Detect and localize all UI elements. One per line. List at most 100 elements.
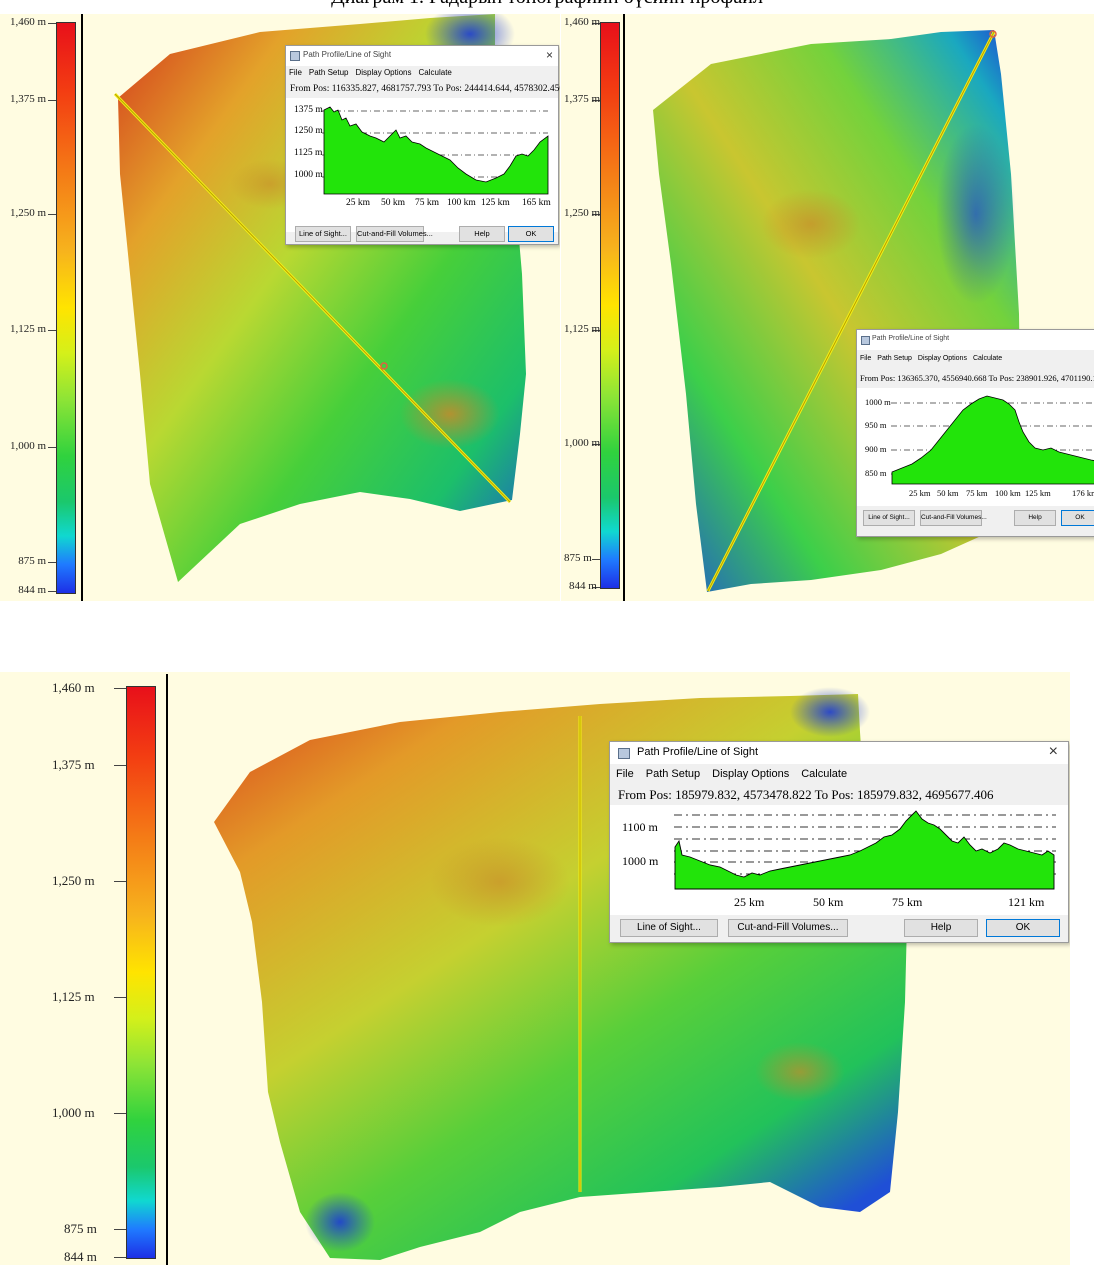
menu-file[interactable]: File: [289, 68, 302, 77]
elevation-label: 844 m: [64, 1249, 97, 1264]
y-axis-label: 1100 m: [622, 820, 658, 834]
x-axis-label: 176 km: [1072, 488, 1094, 498]
close-icon[interactable]: ×: [545, 48, 553, 62]
profile-plot: 1375 m 1250 m 1125 m 1000 m 25 km 50 km …: [286, 98, 558, 232]
menu-path-setup[interactable]: Path Setup: [877, 355, 912, 362]
from-to-position: From Pos: 185979.832, 4573478.822 To Pos…: [618, 787, 994, 802]
elevation-label: 1,460 m: [564, 16, 601, 28]
x-axis-label: 75 km: [966, 488, 988, 498]
x-axis-label: 121 km: [1008, 895, 1045, 909]
elevation-label: 844 m: [18, 584, 46, 596]
help-button[interactable]: Help: [904, 919, 978, 937]
x-axis-label: 75 km: [415, 198, 440, 208]
y-axis-label: 950 m: [865, 420, 887, 430]
ok-button[interactable]: OK: [986, 919, 1060, 937]
elevation-profile: [891, 395, 1094, 485]
elevation-label: 1,125 m: [52, 989, 95, 1004]
x-axis-label: 25 km: [346, 198, 371, 208]
y-axis-label: 900 m: [865, 444, 887, 454]
elevation-color-scale: [600, 22, 620, 589]
from-to-position: From Pos: 116335.827, 4681757.793 To Pos…: [290, 84, 560, 94]
map-panel-c: 1,460 m 1,375 m 1,250 m 1,125 m 1,000 m …: [0, 672, 1070, 1265]
elevation-label: 844 m: [569, 580, 597, 592]
y-axis-label: 1250 m: [294, 126, 323, 136]
y-axis-label: 1000 m: [294, 170, 323, 180]
help-button[interactable]: Help: [459, 226, 505, 242]
elevation-label: 1,250 m: [9, 207, 46, 219]
window-icon: [861, 336, 870, 345]
window-icon: [618, 748, 630, 759]
menu-path-setup[interactable]: Path Setup: [308, 68, 349, 77]
elevation-label: 875 m: [564, 552, 592, 564]
elevation-label: 1,460 m: [52, 680, 95, 695]
elevation-label: 875 m: [64, 1221, 97, 1236]
legend-separator: [81, 14, 83, 601]
x-axis-label: 125 km: [481, 198, 510, 208]
y-axis-label: 850 m: [865, 468, 887, 478]
x-axis-label: 50 km: [813, 895, 844, 909]
profile-plot: 1000 m 950 m 900 m 850 m 25 km 50 km 75 …: [857, 388, 1094, 506]
x-axis-label: 100 km: [447, 198, 476, 208]
y-axis-label: 1000 m: [865, 397, 891, 407]
ok-button[interactable]: OK: [1061, 510, 1094, 526]
menu-file[interactable]: File: [616, 768, 634, 780]
map-panel-a: 1,460 m 1,375 m 1,250 m 1,125 m 1,000 m …: [0, 14, 560, 601]
help-button[interactable]: Help: [1014, 510, 1056, 526]
elevation-label: 875 m: [18, 555, 46, 567]
menu-bar: File Path Setup Display Options Calculate: [286, 68, 558, 77]
dialog-title: Path Profile/Line of Sight: [637, 746, 759, 758]
menu-bar: File Path Setup Display Options Calculate: [857, 355, 1094, 362]
ok-button[interactable]: OK: [508, 226, 554, 242]
dialog-titlebar[interactable]: Path Profile/Line of Sight: [857, 330, 1094, 350]
elevation-color-scale: [56, 22, 76, 594]
elevation-profile: [322, 106, 549, 195]
menu-path-setup[interactable]: Path Setup: [645, 768, 701, 780]
menu-display-options[interactable]: Display Options: [355, 68, 412, 77]
menu-calculate[interactable]: Calculate: [801, 768, 848, 780]
menu-calculate[interactable]: Calculate: [418, 68, 452, 77]
menu-calculate[interactable]: Calculate: [972, 355, 1003, 362]
menu-bar: File Path Setup Display Options Calculate: [610, 768, 1068, 780]
y-axis-label: 1375 m: [294, 105, 323, 115]
line-of-sight-button[interactable]: Line of Sight...: [295, 226, 351, 242]
elevation-label: 1,125 m: [564, 323, 601, 335]
menu-display-options[interactable]: Display Options: [917, 355, 967, 362]
elevation-label: 1,375 m: [564, 93, 601, 105]
from-to-position: From Pos: 136365.370, 4556940.668 To Pos…: [860, 373, 1094, 383]
elevation-label: 1,460 m: [9, 16, 46, 28]
window-icon: [290, 51, 300, 61]
elevation-label: 1,375 m: [52, 757, 95, 772]
map-panel-b: 1,460 m 1,375 m 1,250 m 1,125 m 1,000 m …: [561, 14, 1094, 601]
path-profile-dialog[interactable]: Path Profile/Line of Sight × File Path Se…: [285, 45, 560, 245]
x-axis-label: 125 km: [1025, 488, 1051, 498]
elevation-color-scale: [126, 686, 156, 1259]
path-profile-dialog[interactable]: Path Profile/Line of Sight File Path Setu…: [856, 329, 1094, 537]
path-profile-dialog[interactable]: Path Profile/Line of Sight × File Path Se…: [609, 741, 1069, 943]
elevation-label: 1,375 m: [9, 93, 46, 105]
close-icon[interactable]: ×: [1048, 743, 1058, 760]
cut-and-fill-button[interactable]: Cut-and-Fill Volumes...: [920, 510, 987, 526]
x-axis-label: 25 km: [909, 488, 931, 498]
legend-separator: [623, 14, 625, 601]
elevation-profile: [674, 810, 1056, 890]
line-of-sight-button[interactable]: Line of Sight...: [620, 919, 718, 937]
x-axis-label: 50 km: [381, 198, 406, 208]
elevation-label: 1,250 m: [52, 873, 95, 888]
menu-file[interactable]: File: [860, 355, 872, 362]
x-axis-label: 75 km: [892, 895, 923, 909]
elevation-label: 1,000 m: [9, 440, 46, 452]
dialog-title: Path Profile/Line of Sight: [872, 335, 950, 342]
elevation-label: 1,250 m: [564, 207, 601, 219]
line-of-sight-button[interactable]: Line of Sight...: [863, 510, 915, 526]
dialog-title: Path Profile/Line of Sight: [303, 50, 392, 59]
cut-and-fill-button[interactable]: Cut-and-Fill Volumes...: [356, 226, 433, 242]
elevation-label: 1,000 m: [52, 1105, 95, 1120]
page-heading: Диаграм 1. Радарын топографийн бүсийн пр…: [0, 0, 1094, 9]
menu-display-options[interactable]: Display Options: [712, 768, 790, 780]
elevation-label: 1,000 m: [564, 437, 601, 449]
x-axis-label: 50 km: [937, 488, 959, 498]
dialog-titlebar[interactable]: Path Profile/Line of Sight ×: [286, 46, 558, 66]
cut-and-fill-button[interactable]: Cut-and-Fill Volumes...: [728, 919, 848, 937]
dialog-titlebar[interactable]: Path Profile/Line of Sight ×: [610, 742, 1068, 764]
profile-plot: 1100 m 1000 m 25 km 50 km 75 km 121 km: [610, 805, 1068, 915]
